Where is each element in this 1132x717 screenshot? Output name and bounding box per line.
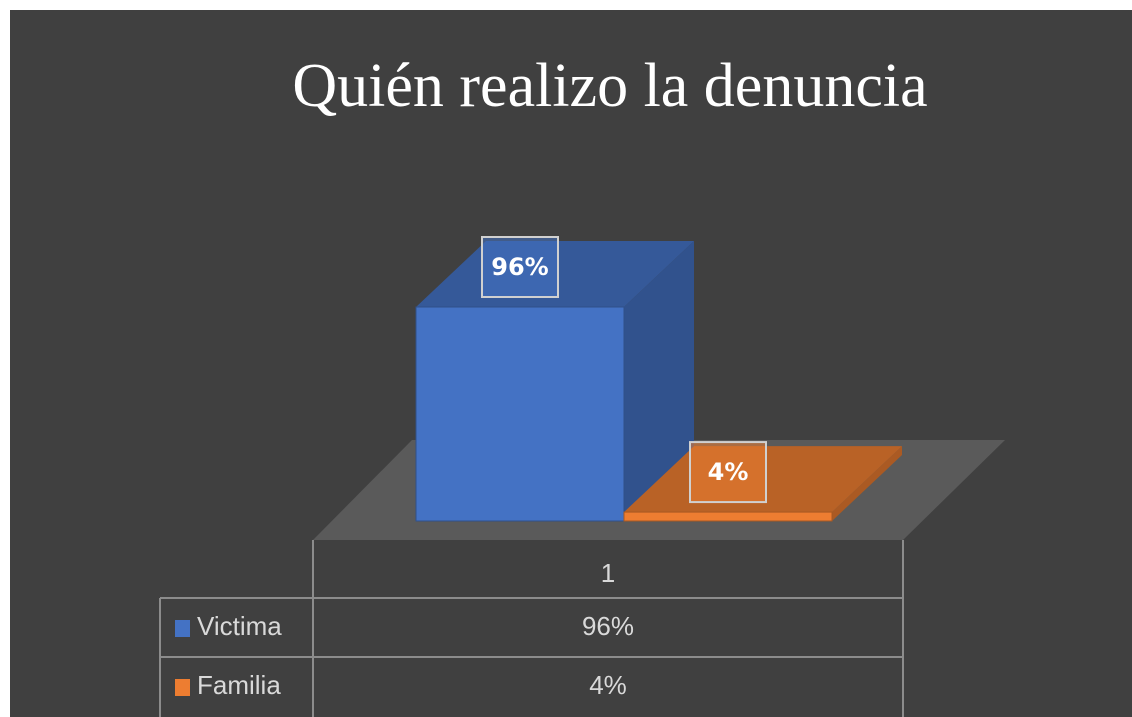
data-label: 96%	[491, 253, 548, 281]
data-table	[159, 540, 904, 717]
table-value: 96%	[582, 611, 634, 641]
legend-label: Familia	[197, 670, 281, 700]
legend-swatch	[175, 679, 190, 696]
data-label-box	[689, 441, 767, 504]
bar	[415, 306, 625, 522]
legend-label: Victima	[197, 611, 282, 641]
bar-side	[832, 446, 902, 521]
data-label-box	[481, 236, 559, 298]
legend-swatch	[175, 620, 190, 637]
table-value: 4%	[589, 670, 627, 700]
bar	[623, 511, 833, 522]
bars: 96% 4%	[415, 236, 902, 522]
bar-side	[624, 241, 694, 521]
x-tick-label: 1	[601, 558, 615, 588]
chart-title: Quién realizo la denuncia	[292, 52, 927, 120]
data-label: 4%	[708, 458, 749, 486]
